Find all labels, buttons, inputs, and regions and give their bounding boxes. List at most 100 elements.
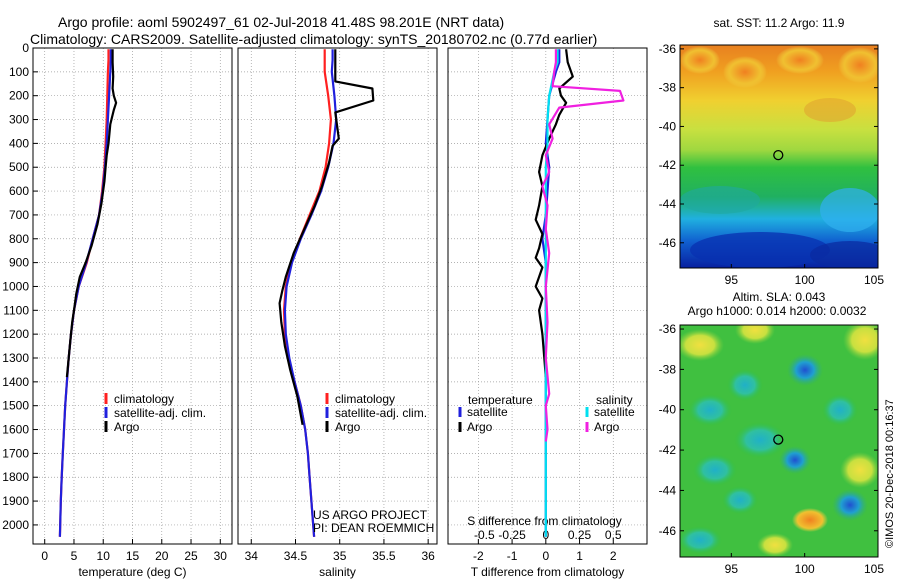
y-tick-label: 1400 (2, 375, 29, 389)
top-tick-label: -0.25 (498, 528, 526, 542)
series-temperature-argo (534, 49, 574, 378)
map-y-tick-label: -42 (659, 443, 677, 457)
sst-float-marker (773, 149, 784, 161)
salinity-xlabel: salinity (319, 565, 356, 579)
y-tick-label: 1700 (2, 446, 29, 460)
credit-project: US ARGO PROJECT (313, 508, 428, 522)
legend-entry: satellite (594, 405, 635, 419)
x-tick-label: 5 (71, 549, 78, 563)
y-tick-label: 0 (22, 41, 29, 55)
sla-map: Altim. SLA: 0.043 Argo h1000: 0.014 h200… (659, 290, 885, 576)
x-tick-label: 1 (576, 549, 583, 563)
sla-map-field (680, 325, 878, 557)
legend-entry: satellite-adj. clim. (335, 406, 427, 420)
x-tick-label: 25 (184, 549, 198, 563)
x-tick-label: 2 (610, 549, 617, 563)
y-tick-label: 800 (9, 232, 29, 246)
y-tick-label: 1200 (2, 327, 29, 341)
top-tick-label: 0.5 (605, 528, 622, 542)
y-tick-label: 500 (9, 160, 29, 174)
sst-map-title: sat. SST: 11.2 Argo: 11.9 (714, 16, 845, 30)
legend-entry: Argo (594, 420, 620, 434)
x-tick-label: 20 (155, 549, 169, 563)
map-y-tick-label: -40 (659, 403, 677, 417)
differences-xlabel: T difference from climatology (471, 565, 625, 579)
x-tick-label: 15 (126, 549, 140, 563)
series-argo (65, 49, 118, 378)
x-tick-label: 0 (542, 549, 549, 563)
map-y-tick-label: -36 (659, 42, 677, 56)
y-tick-label: 1900 (2, 494, 29, 508)
map-x-tick-label: 105 (864, 562, 884, 576)
map-y-tick-label: -38 (659, 81, 677, 95)
series-satellite-adj-clim- (283, 49, 338, 537)
map-x-tick-label: 95 (725, 562, 739, 576)
legend-entry: climatology (114, 392, 174, 406)
series-satellite-adj-clim- (58, 49, 112, 537)
y-tick-label: 300 (9, 113, 29, 127)
map-y-tick-label: -44 (659, 483, 677, 497)
sst-map-frame (679, 44, 879, 269)
diff-top-xlabel: S difference from climatology (467, 514, 622, 528)
figure-subtitle: Climatology: CARS2009. Satellite-adjuste… (30, 31, 597, 47)
sla-map-ticks: -36 -38 -40 -42 -44 -46 95 100 105 (659, 322, 885, 576)
map-y-tick-label: -44 (659, 197, 677, 211)
legend-entry: climatology (335, 392, 395, 406)
map-y-tick-label: -42 (659, 158, 677, 172)
differences-grid (448, 47, 647, 544)
credit-imos: ©IMOS 20-Dec-2018 00:16:37 (884, 399, 896, 548)
legend-entry: Argo (467, 420, 493, 434)
sst-map: sat. SST: 11.2 Argo: 11.9 -36 -38 -40 -42 -4… (659, 16, 885, 287)
y-tick-label: 1300 (2, 351, 29, 365)
y-tick-label: 900 (9, 256, 29, 270)
top-tick-label: 0.25 (568, 528, 592, 542)
legend-entry: satellite (467, 405, 508, 419)
y-tick-label: 200 (9, 89, 29, 103)
map-x-tick-label: 100 (795, 273, 815, 287)
legend-header-salinity: salinity (596, 393, 633, 407)
y-tick-label: 400 (9, 136, 29, 150)
map-y-tick-label: -46 (659, 524, 677, 538)
sst-map-field (680, 45, 878, 268)
salinity-grid (238, 47, 437, 544)
sla-map-subtitle: Argo h1000: 0.014 h2000: 0.0032 (688, 304, 867, 318)
legend-entry: satellite-adj. clim. (114, 406, 206, 420)
y-tick-label: 1800 (2, 470, 29, 484)
map-x-tick-label: 95 (725, 273, 739, 287)
series-climatology (58, 49, 110, 537)
difference-panel: -2 -1 0 1 2 T difference from climatology S di… (447, 47, 648, 579)
series-climatology (282, 49, 332, 537)
temperature-grid (33, 47, 232, 544)
salinity-frame (237, 47, 438, 545)
x-tick-label: 35.5 (372, 549, 396, 563)
y-tick-label: 1500 (2, 399, 29, 413)
x-tick-label: -2 (473, 549, 484, 563)
x-tick-label: 35 (333, 549, 347, 563)
x-tick-label: 10 (97, 549, 111, 563)
y-tick-label: 1600 (2, 423, 29, 437)
y-tick-label: 1000 (2, 279, 29, 293)
sla-map-title: Altim. SLA: 0.043 (733, 290, 826, 304)
y-tick-label: 600 (9, 184, 29, 198)
x-tick-label: 36 (421, 549, 435, 563)
y-tick-label: 2000 (2, 518, 29, 532)
legend-entry: Argo (335, 420, 361, 434)
map-x-tick-label: 105 (864, 273, 884, 287)
temperature-panel: 0 5 10 15 20 25 300100200300400500600700800900… (2, 41, 233, 579)
y-tick-label: 100 (9, 65, 29, 79)
map-y-tick-label: -46 (659, 236, 677, 250)
x-tick-label: 34.5 (284, 549, 308, 563)
legend-entry: Argo (114, 420, 140, 434)
x-tick-label: -1 (507, 549, 518, 563)
x-tick-label: 0 (41, 549, 48, 563)
x-tick-label: 30 (214, 549, 228, 563)
y-tick-label: 1100 (3, 303, 29, 317)
sla-float-marker (773, 434, 784, 445)
figure-title: Argo profile: aoml 5902497_61 02-Jul-201… (58, 14, 504, 30)
x-tick-label: 34 (245, 549, 259, 563)
series-salinity-argo (541, 49, 625, 442)
series-argo (278, 49, 375, 426)
